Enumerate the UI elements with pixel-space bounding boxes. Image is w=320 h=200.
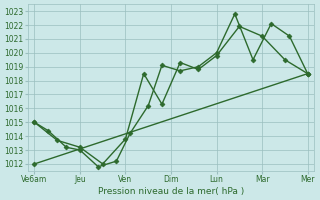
X-axis label: Pression niveau de la mer( hPa ): Pression niveau de la mer( hPa ) <box>98 187 244 196</box>
